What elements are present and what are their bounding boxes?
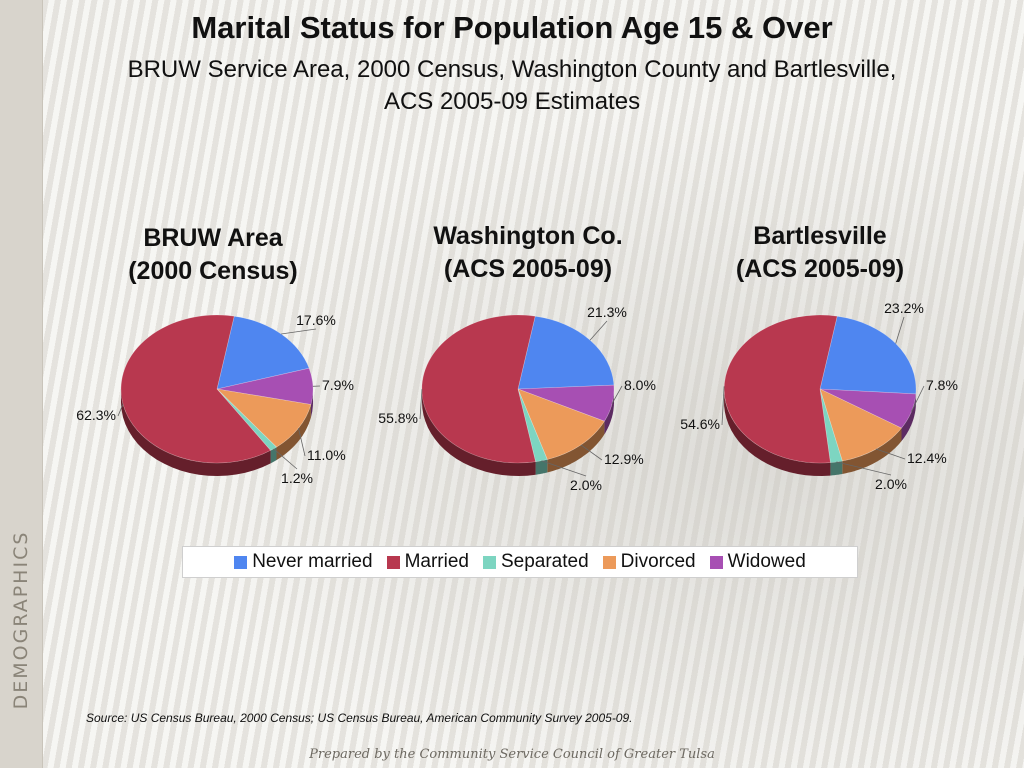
pie-slice-married <box>421 314 536 464</box>
data-label: 55.8% <box>378 410 418 426</box>
chart-legend: Never married Married Separated Divorced… <box>182 546 858 578</box>
pie-side-separated <box>535 459 548 475</box>
legend-label: Married <box>404 551 469 572</box>
leader-line <box>273 448 298 470</box>
leader-line <box>721 386 725 426</box>
leader-line <box>895 316 905 344</box>
leader-line <box>541 460 587 477</box>
data-label: 23.2% <box>884 300 924 316</box>
data-label: 17.6% <box>296 312 336 328</box>
pie-slice-divorced <box>216 388 312 448</box>
page-subtitle: BRUW Service Area, 2000 Census, Washingt… <box>60 54 964 118</box>
leader-line <box>836 461 892 476</box>
pie-side-widowed <box>901 393 916 442</box>
data-label: 7.8% <box>926 377 958 393</box>
legend-swatch <box>709 555 723 569</box>
data-label: 2.0% <box>570 477 602 493</box>
pie-title-line-2: (2000 Census) <box>128 257 298 285</box>
data-label: 8.0% <box>624 377 656 393</box>
data-label: 12.4% <box>907 450 947 466</box>
pie-side-married <box>422 389 536 476</box>
leader-line <box>589 320 608 341</box>
legend-swatch <box>482 555 496 569</box>
leader-line <box>419 389 423 420</box>
leader-line <box>580 444 603 461</box>
pie-title-line-1: Bartlesville <box>753 222 887 250</box>
data-label: 1.2% <box>281 470 313 486</box>
pie-slice-separated <box>216 388 277 451</box>
subtitle-line-2: ACS 2005-09 Estimates <box>383 88 641 115</box>
legend-label: Divorced <box>620 551 696 572</box>
pie-slice-never-married <box>517 315 615 390</box>
data-label: 62.3% <box>76 407 116 423</box>
pie-slice-separated <box>819 388 843 463</box>
leader-line <box>611 385 623 404</box>
footer-credit: Prepared by the Community Service Counci… <box>309 747 715 762</box>
pie-slice-divorced <box>517 388 605 460</box>
legend-item-never-married: Never married <box>234 551 373 573</box>
pie-slice-never-married <box>216 315 310 390</box>
leader-line <box>298 428 306 457</box>
legend-item-divorced: Divorced <box>602 551 696 573</box>
pie-slice-widowed <box>517 384 615 422</box>
pie-side-divorced <box>842 428 902 474</box>
legend-swatch <box>602 555 616 569</box>
pie-side-separated <box>270 447 277 464</box>
pie-side-married <box>724 392 831 476</box>
pie-title-line-2: (ACS 2005-09) <box>444 255 612 283</box>
pie-slice-married <box>120 314 272 464</box>
pie-side-married <box>121 389 271 476</box>
legend-item-separated: Separated <box>482 551 589 573</box>
data-label: 2.0% <box>875 476 907 492</box>
subtitle-line-1: BRUW Service Area, 2000 Census, Washingt… <box>127 56 897 83</box>
leader-line <box>911 385 925 412</box>
legend-item-married: Married <box>386 551 469 573</box>
data-label: 11.0% <box>307 447 346 463</box>
pie-side-separated <box>830 461 843 476</box>
legend-swatch <box>386 555 400 569</box>
pie-side-divorced <box>547 421 605 473</box>
side-bar: DEMOGRAPHICS <box>0 0 43 768</box>
leader-line <box>117 404 124 417</box>
data-label: 54.6% <box>680 416 720 432</box>
pie-title-line-2: (ACS 2005-09) <box>736 255 904 283</box>
legend-label: Widowed <box>727 551 806 572</box>
legend-label: Separated <box>500 551 589 572</box>
source-note: Source: US Census Bureau, 2000 Census; U… <box>86 711 633 725</box>
page-title: Marital Status for Population Age 15 & O… <box>191 10 833 45</box>
pie-side-widowed <box>604 389 614 435</box>
leader-line <box>875 448 906 460</box>
legend-item-widowed: Widowed <box>709 551 806 573</box>
pie-side-divorced <box>276 404 311 461</box>
pie-title-line-1: Washington Co. <box>433 222 622 250</box>
data-label: 12.9% <box>604 451 644 467</box>
legend-label: Never married <box>252 551 373 572</box>
pie-title-line-1: BRUW Area <box>143 224 283 252</box>
data-label: 21.3% <box>587 304 627 320</box>
leader-line <box>281 328 317 335</box>
legend-swatch <box>234 555 248 569</box>
data-label: 7.9% <box>322 377 354 393</box>
pie-slice-married <box>723 314 838 464</box>
pie-side-widowed <box>310 389 313 418</box>
